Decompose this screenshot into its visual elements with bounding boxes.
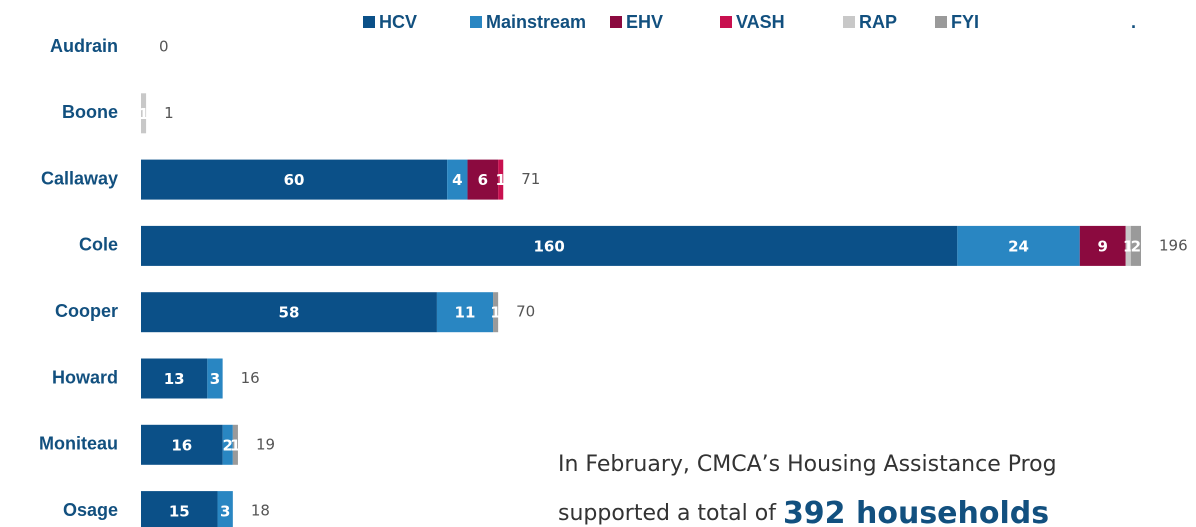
segment-label: 4 <box>452 171 462 189</box>
segment-label: 1 <box>138 105 148 123</box>
segment-label: 15 <box>169 503 190 521</box>
legend-swatch <box>935 16 947 28</box>
segment-label: 60 <box>284 171 305 189</box>
bar-segment <box>436 292 494 333</box>
category-label: Boone <box>62 102 118 122</box>
category-label: Osage <box>63 500 118 520</box>
legend-label: HCV <box>379 12 417 32</box>
segment-label: 1 <box>490 304 500 322</box>
legend-swatch <box>720 16 732 28</box>
bar-segment <box>141 93 147 134</box>
segment-label: 9 <box>1098 237 1108 255</box>
bar-segment <box>141 358 208 399</box>
bar-segment <box>222 424 233 465</box>
bar-segment <box>217 491 233 527</box>
segment-label: 58 <box>279 304 300 322</box>
total-label: 16 <box>241 369 260 387</box>
segment-label: 6 <box>478 171 488 189</box>
category-label: Audrain <box>50 36 118 56</box>
legend-swatch <box>363 16 375 28</box>
legend-label: RAP <box>859 12 897 32</box>
segment-label: 3 <box>210 370 220 388</box>
total-label: 19 <box>256 435 275 453</box>
legend-swatch <box>610 16 622 28</box>
legend-swatch <box>470 16 482 28</box>
segment-label: 3 <box>220 503 230 521</box>
bar-segment <box>467 159 499 200</box>
bar-segment <box>141 424 223 465</box>
bar-segment <box>493 292 499 333</box>
paragraph-line: In February, CMCA’s Housing Assistance P… <box>558 452 1057 477</box>
bar-segment <box>447 159 468 200</box>
segment-label: 160 <box>534 237 565 255</box>
segment-label: 1 <box>1123 237 1133 255</box>
bar-segment <box>207 358 223 399</box>
bar-segment <box>141 225 958 266</box>
segment-label: 13 <box>164 370 185 388</box>
total-label: 1 <box>164 104 174 122</box>
total-label: 196 <box>1159 236 1188 254</box>
bar-segment <box>141 292 437 333</box>
bar-segment <box>1130 225 1141 266</box>
legend-label: FYI <box>951 12 979 32</box>
legend-label: VASH <box>736 12 785 32</box>
category-label: Howard <box>52 367 118 387</box>
bar-segment <box>957 225 1080 266</box>
category-label: Cooper <box>55 301 118 321</box>
segment-label: 1 <box>230 436 240 454</box>
segment-label: 2 <box>223 436 233 454</box>
legend-swatch <box>843 16 855 28</box>
segment-label: 1 <box>495 171 505 189</box>
bar-segment <box>141 159 448 200</box>
total-label: 70 <box>516 303 535 321</box>
paragraph-highlight: 392 households <box>783 496 1049 527</box>
total-label: 71 <box>521 170 540 188</box>
segment-label: 16 <box>171 436 192 454</box>
paragraph-text: supported a total of <box>558 501 783 526</box>
legend-label: EHV <box>626 12 663 32</box>
category-label: Moniteau <box>39 434 118 454</box>
category-label: Callaway <box>41 168 118 188</box>
segment-label: 24 <box>1008 237 1029 255</box>
bar-segment <box>232 424 238 465</box>
category-label: Cole <box>79 235 118 255</box>
total-label: 18 <box>251 502 270 520</box>
legend-label: Mainstream <box>486 12 586 32</box>
segment-label: 2 <box>1131 237 1141 255</box>
bar-segment <box>1125 225 1131 266</box>
segment-label: 11 <box>455 304 476 322</box>
total-label: 0 <box>159 38 169 56</box>
legend-label: . <box>1131 12 1136 32</box>
paragraph-line: supported a total of 392 households <box>558 496 1049 527</box>
bar-segment <box>1079 225 1126 266</box>
bar-segment <box>498 159 504 200</box>
bar-segment <box>141 491 218 527</box>
